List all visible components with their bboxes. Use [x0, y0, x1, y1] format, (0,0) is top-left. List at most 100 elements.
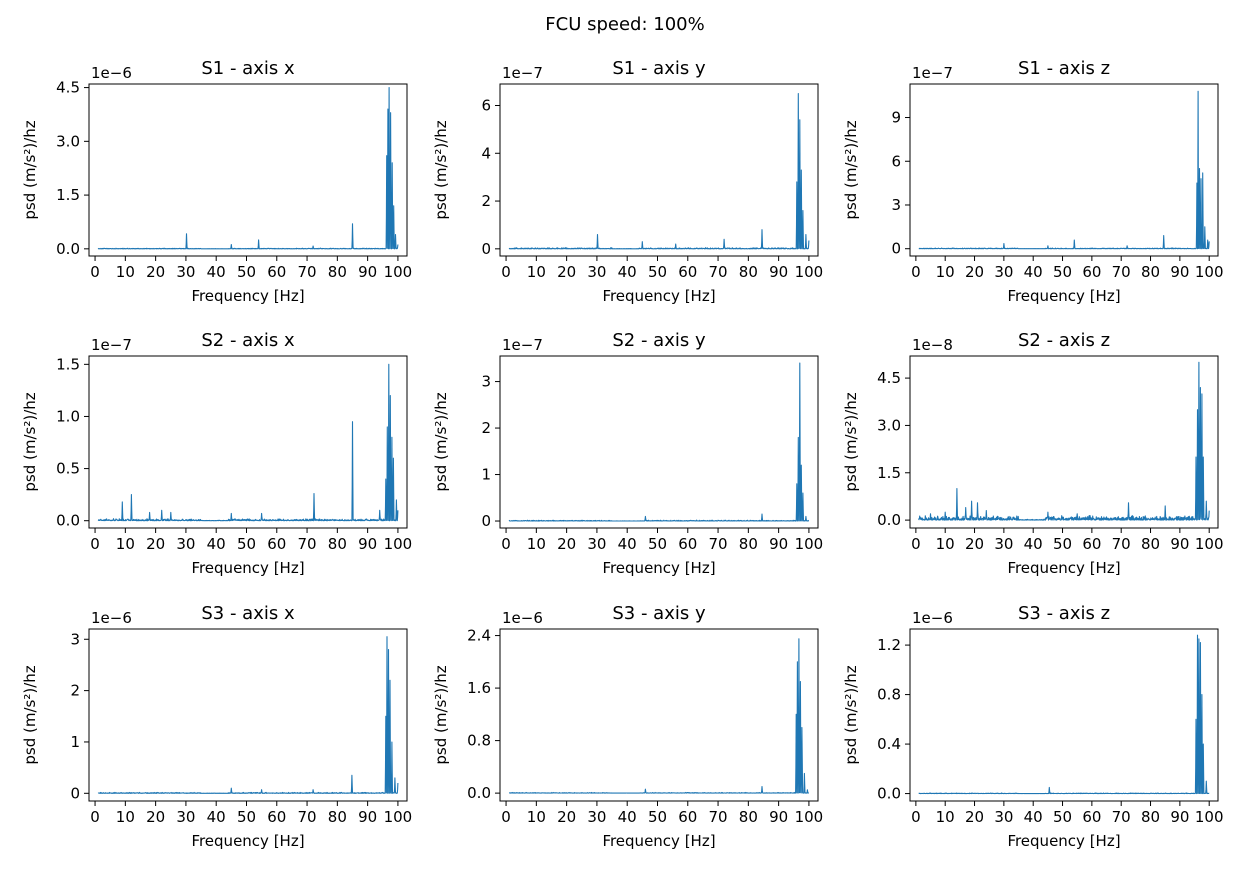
- y-offset-text: 1e−6: [91, 64, 132, 82]
- x-tick-label: 50: [1053, 808, 1072, 826]
- x-tick-label: 20: [557, 263, 576, 281]
- x-tick-label: 0: [911, 808, 921, 826]
- x-tick-label: 0: [90, 263, 100, 281]
- axes-frame: [88, 83, 408, 257]
- x-tick-label: 100: [384, 808, 413, 826]
- x-tick-label: 80: [739, 535, 758, 553]
- psd-series-line: [508, 362, 810, 522]
- x-tick-label: 20: [146, 808, 165, 826]
- y-tick-label: 3.0: [56, 132, 80, 150]
- y-tick-label: 1.0: [56, 407, 80, 425]
- y-offset-text: 1e−7: [502, 64, 543, 82]
- subplot-title: S3 - axis z: [1018, 603, 1110, 624]
- x-tick-label: 30: [176, 535, 195, 553]
- x-tick-label: 10: [116, 263, 135, 281]
- subplot-5: 0 10 20 30 40 50 60 70 80 90 100 0 1 2 3 1e−7 S2 - axis …: [432, 330, 823, 577]
- y-tick-label: 1.5: [56, 355, 80, 373]
- x-tick-label: 10: [116, 808, 135, 826]
- x-tick-label: 70: [298, 808, 317, 826]
- x-tick-label: 20: [965, 535, 984, 553]
- x-tick-label: 60: [678, 535, 697, 553]
- x-tick-label: 30: [587, 263, 606, 281]
- x-tick-label: 0: [501, 535, 511, 553]
- x-tick-label: 90: [769, 263, 788, 281]
- x-tick-label: 90: [1170, 808, 1189, 826]
- subplot-title: S3 - axis x: [201, 603, 295, 624]
- x-tick-label: 40: [618, 263, 637, 281]
- psd-series-line: [918, 634, 1210, 795]
- x-tick-label: 30: [994, 535, 1013, 553]
- y-offset-text: 1e−7: [91, 336, 132, 354]
- y-tick-label: 0: [891, 240, 901, 258]
- subplot-6: 0 10 20 30 40 50 60 70 80 90 100 0.0 1.5 3.0 4.5 1e−8 S2…: [842, 330, 1224, 577]
- y-axis-label: psd (m/s²)/hz: [842, 392, 860, 491]
- y-tick-label: 0.0: [56, 512, 80, 530]
- y-offset-text: 1e−8: [912, 336, 953, 354]
- psd-series-line: [918, 361, 1210, 521]
- x-tick-label: 60: [678, 808, 697, 826]
- x-tick-label: 80: [739, 808, 758, 826]
- x-tick-label: 0: [90, 808, 100, 826]
- x-tick-label: 0: [501, 808, 511, 826]
- x-tick-label: 50: [648, 263, 667, 281]
- subplot-title: S1 - axis x: [201, 58, 295, 79]
- x-tick-label: 60: [1082, 808, 1101, 826]
- psd-series-line: [97, 87, 399, 250]
- x-tick-label: 80: [328, 808, 347, 826]
- x-tick-label: 40: [207, 535, 226, 553]
- y-axis-label: psd (m/s²)/hz: [432, 392, 450, 491]
- y-tick-label: 3.0: [877, 416, 901, 434]
- x-tick-label: 0: [911, 535, 921, 553]
- y-tick-label: 6: [891, 152, 901, 170]
- y-tick-label: 3: [70, 630, 80, 648]
- y-tick-label: 1.6: [467, 679, 491, 697]
- y-tick-label: 2: [70, 682, 80, 700]
- x-tick-label: 100: [795, 535, 824, 553]
- x-axis-label: Frequency [Hz]: [191, 559, 304, 577]
- x-tick-label: 80: [1141, 808, 1160, 826]
- y-offset-text: 1e−6: [502, 609, 543, 627]
- x-tick-label: 0: [90, 535, 100, 553]
- x-tick-label: 90: [358, 263, 377, 281]
- axes-frame: [88, 628, 408, 802]
- x-tick-label: 80: [1141, 263, 1160, 281]
- psd-series-line: [97, 636, 399, 794]
- y-axis-label: psd (m/s²)/hz: [842, 120, 860, 219]
- axes-frame: [88, 355, 408, 529]
- x-tick-label: 70: [1112, 535, 1131, 553]
- x-tick-label: 100: [384, 263, 413, 281]
- x-tick-label: 30: [176, 263, 195, 281]
- subplot-9: 0 10 20 30 40 50 60 70 80 90 100 0.0 0.4 0.8 1.2 1e−6 S3…: [842, 603, 1224, 850]
- x-tick-label: 40: [618, 808, 637, 826]
- x-axis-label: Frequency [Hz]: [191, 287, 304, 305]
- subplot-title: S1 - axis z: [1018, 58, 1110, 79]
- x-tick-label: 70: [298, 263, 317, 281]
- figure-title: FCU speed: 100%: [545, 14, 705, 35]
- y-tick-label: 1.5: [877, 464, 901, 482]
- y-tick-label: 6: [481, 97, 491, 115]
- y-tick-label: 0.5: [56, 460, 80, 478]
- x-tick-label: 70: [1112, 808, 1131, 826]
- x-tick-label: 50: [237, 535, 256, 553]
- y-offset-text: 1e−7: [502, 336, 543, 354]
- y-tick-label: 1.5: [56, 186, 80, 204]
- y-axis-label: psd (m/s²)/hz: [21, 392, 39, 491]
- x-tick-label: 40: [618, 535, 637, 553]
- y-tick-label: 0.8: [877, 686, 901, 704]
- y-tick-label: 2: [481, 192, 491, 210]
- y-axis-label: psd (m/s²)/hz: [21, 665, 39, 764]
- x-tick-label: 100: [795, 263, 824, 281]
- x-axis-label: Frequency [Hz]: [602, 559, 715, 577]
- x-tick-label: 0: [911, 263, 921, 281]
- axes-frame: [909, 628, 1219, 802]
- subplot-3: 0 10 20 30 40 50 60 70 80 90 100 0 3 6 9 1e−7 S1 - axis …: [842, 58, 1224, 305]
- x-tick-label: 30: [587, 535, 606, 553]
- y-offset-text: 1e−6: [91, 609, 132, 627]
- y-axis-label: psd (m/s²)/hz: [432, 665, 450, 764]
- x-tick-label: 100: [795, 808, 824, 826]
- x-tick-label: 50: [648, 808, 667, 826]
- psd-series-line: [508, 638, 810, 794]
- subplot-1: 0 10 20 30 40 50 60 70 80 90 100 0.0 1.5 3.0 4.5 1e−6 S1…: [21, 58, 412, 305]
- x-tick-label: 30: [994, 263, 1013, 281]
